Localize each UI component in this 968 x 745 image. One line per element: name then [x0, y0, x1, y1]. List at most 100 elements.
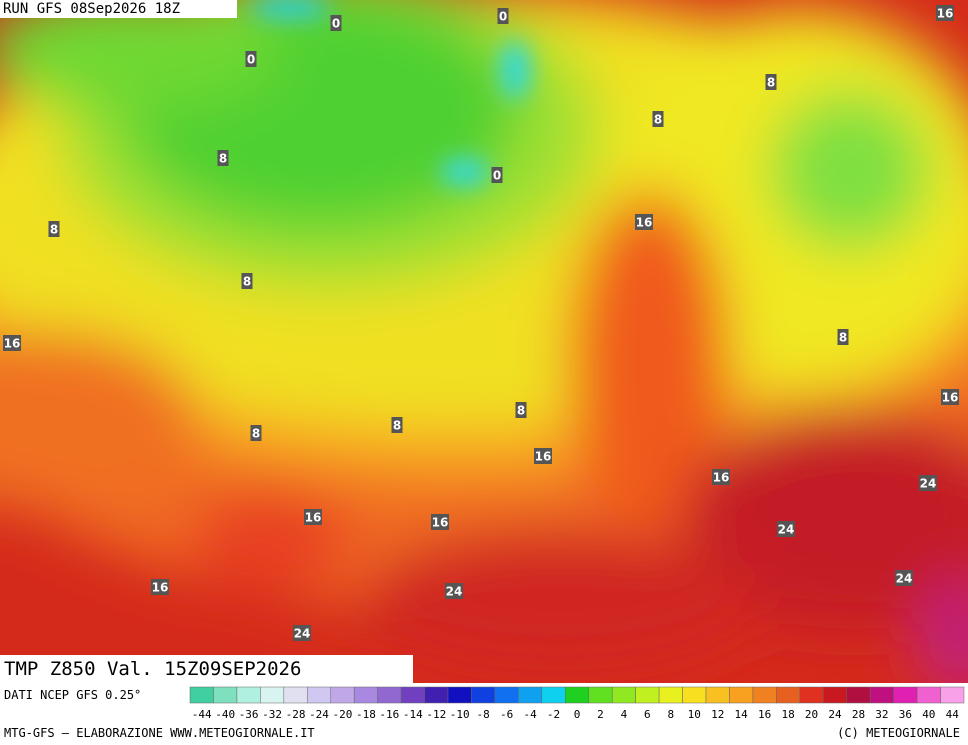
- contour-label: 8: [654, 113, 662, 127]
- legend-label: -36: [239, 708, 259, 721]
- legend-swatch: [565, 686, 589, 704]
- legend-swatch: [283, 686, 308, 704]
- legend-label: -2: [547, 708, 560, 721]
- contour-label-box: [941, 389, 959, 405]
- contour-label-box: [497, 8, 509, 24]
- legend-swatch: [189, 686, 214, 704]
- legend-swatch: [213, 686, 238, 704]
- legend-label: 14: [735, 708, 749, 721]
- legend-swatch: [705, 686, 730, 704]
- contour-label: 8: [219, 152, 227, 166]
- legend-label: 8: [668, 708, 675, 721]
- legend-swatch: [893, 686, 918, 704]
- contour-label: 0: [247, 53, 255, 67]
- legend-swatch: [823, 686, 847, 704]
- legend-label: 24: [828, 708, 842, 721]
- legend-label: 18: [781, 708, 794, 721]
- contour-label: 8: [50, 223, 58, 237]
- contour-label: 24: [294, 627, 311, 641]
- run-header: RUN GFS 08Sep2026 18Z: [0, 0, 237, 18]
- map-title: TMP Z850 Val. 15Z09SEP2026: [0, 655, 413, 683]
- contour-label-box: [652, 111, 664, 127]
- legend-label: 20: [805, 708, 818, 721]
- legend-label: 28: [852, 708, 865, 721]
- legend-label: -4: [523, 708, 537, 721]
- legend-label: -40: [215, 708, 235, 721]
- contour-label-box: [431, 514, 449, 530]
- contour-label-box: [217, 150, 229, 166]
- legend-swatch: [518, 686, 543, 704]
- contour-label: 16: [152, 581, 169, 595]
- legend-label: -28: [286, 708, 306, 721]
- contour-label: 16: [942, 391, 959, 405]
- legend-swatch: [799, 686, 824, 704]
- legend-label: -32: [262, 708, 282, 721]
- legend-swatch: [307, 686, 331, 704]
- contour-label: 16: [636, 216, 653, 230]
- legend-swatch: [330, 686, 355, 704]
- legend-swatch: [658, 686, 683, 704]
- contour-label: 16: [4, 337, 21, 351]
- contour-label-box: [3, 335, 21, 351]
- legend-label: 10: [688, 708, 701, 721]
- contour-label: 8: [243, 275, 251, 289]
- legend-swatch: [377, 686, 402, 704]
- legend-swatch: [635, 686, 660, 704]
- contour-label: 16: [432, 516, 449, 530]
- contour-label-box: [391, 417, 403, 433]
- contour-label: 16: [535, 450, 552, 464]
- color-scale: -44 -40 -36 -32 -28 -24 -20 -18 -16 -14 -12 -10 -8 -6…: [189, 686, 965, 721]
- legend-label: -14: [403, 708, 423, 721]
- legend-swatch: [494, 686, 519, 704]
- contour-label-box: [250, 425, 262, 441]
- data-source: DATI NCEP GFS 0.25°: [4, 688, 142, 702]
- contour-label: 24: [446, 585, 463, 599]
- legend-label: 44: [946, 708, 960, 721]
- legend-swatch: [353, 686, 378, 704]
- temperature-map: 0 0 0 16 8 8 8 0 8 16 8 16 8 16 8 8 8 16 16 24 16 16 24 16 24 24 2…: [0, 0, 968, 683]
- legend-label: -12: [426, 708, 446, 721]
- legend-swatch: [588, 686, 613, 704]
- contour-label-box: [245, 51, 257, 67]
- contour-label-box: [491, 167, 503, 183]
- contour-label-box: [919, 475, 937, 491]
- legend-swatch: [541, 686, 566, 704]
- contour-label: 8: [517, 404, 525, 418]
- legend-swatch: [611, 686, 636, 704]
- legend-label: -44: [192, 708, 212, 721]
- legend-label: -16: [379, 708, 399, 721]
- contour-label: 24: [920, 477, 937, 491]
- contour-label: 0: [493, 169, 501, 183]
- contour-label-box: [895, 570, 913, 586]
- legend-swatch: [869, 686, 894, 704]
- contour-label-box: [330, 15, 342, 31]
- legend-swatch: [776, 686, 801, 704]
- legend-label: -6: [500, 708, 513, 721]
- legend-label: -20: [333, 708, 353, 721]
- contour-label: 16: [305, 511, 322, 525]
- contour-label-box: [48, 221, 60, 237]
- legend-swatch: [940, 686, 965, 704]
- contour-label: 16: [937, 7, 954, 21]
- legend-swatch: [752, 686, 777, 704]
- contour-label-box: [712, 469, 730, 485]
- contour-label: 8: [839, 331, 847, 345]
- contour-label: 16: [713, 471, 730, 485]
- legend-label: 16: [758, 708, 771, 721]
- legend-swatch: [682, 686, 707, 704]
- legend-swatch: [916, 686, 941, 704]
- contour-label: 8: [252, 427, 260, 441]
- legend-swatch: [236, 686, 261, 704]
- legend-label: 12: [711, 708, 724, 721]
- contour-label-box: [936, 5, 954, 21]
- legend-label: -8: [477, 708, 490, 721]
- legend-label: -18: [356, 708, 376, 721]
- contour-label: 24: [896, 572, 913, 586]
- contour-label-box: [293, 625, 311, 641]
- copyright: (C) METEOGIORNALE: [837, 726, 960, 740]
- contour-label-box: [304, 509, 322, 525]
- contour-label-box: [241, 273, 253, 289]
- legend-swatch: [471, 686, 496, 704]
- contour-label-box: [151, 579, 169, 595]
